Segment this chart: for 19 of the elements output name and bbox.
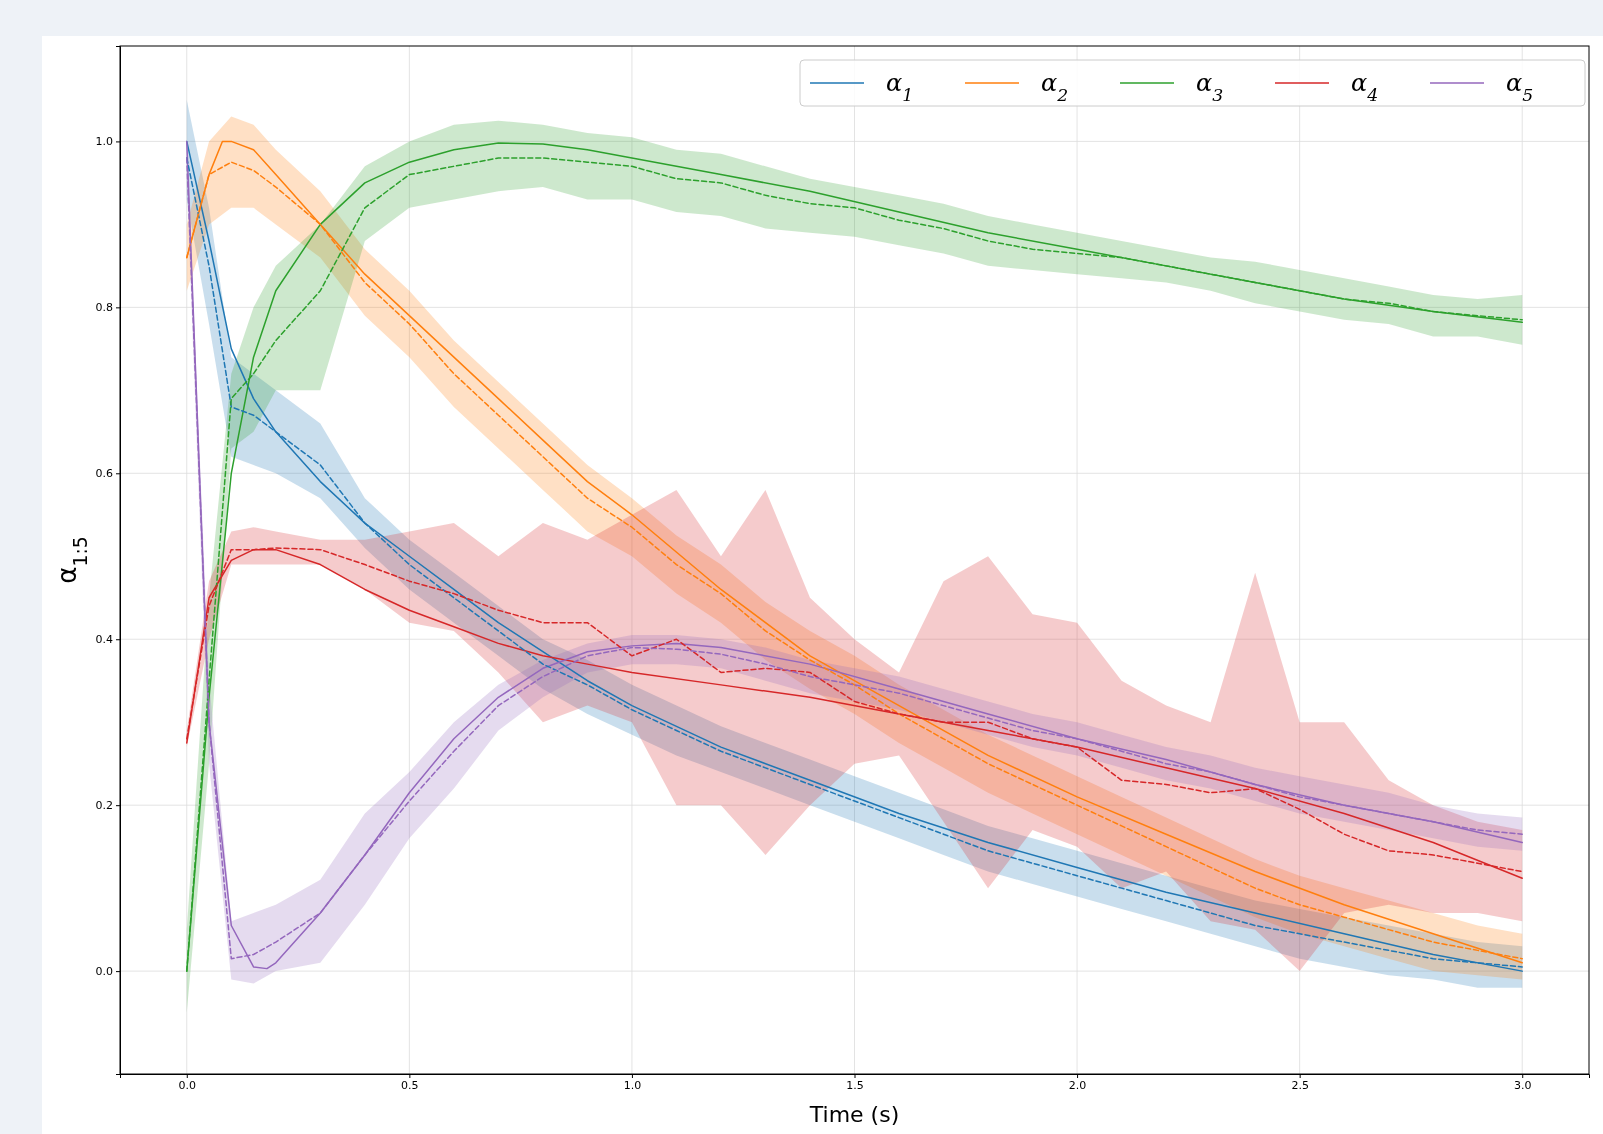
- y-tick-label: 0.8: [95, 301, 113, 315]
- x-tick-label: 3.0: [1513, 1078, 1532, 1092]
- legend-label: α$_{5}$: [1506, 69, 1534, 105]
- y-tick-label: 1.0: [95, 135, 113, 149]
- x-tick-label: 2.5: [1291, 1078, 1309, 1092]
- legend-label: α$_{3}$: [1196, 69, 1224, 105]
- y-tick-label: 0.4: [95, 633, 113, 647]
- x-tick-label: 1.5: [846, 1078, 864, 1092]
- legend-label: α$_{2}$: [1041, 69, 1069, 105]
- legend-label: α$_{4}$: [1351, 69, 1379, 105]
- x-tick-label: 0.0: [178, 1078, 197, 1092]
- x-axis-title: Time (s): [808, 1102, 900, 1127]
- x-tick-label: 1.0: [623, 1078, 642, 1092]
- y-tick-label: 0.2: [95, 799, 113, 813]
- x-tick-label: 2.0: [1068, 1078, 1087, 1092]
- y-tick-label: 0.6: [95, 467, 113, 481]
- x-tick-label: 0.5: [401, 1078, 419, 1092]
- legend-label: α$_{1}$: [886, 69, 914, 105]
- y-tick-label: 0.0: [95, 965, 113, 979]
